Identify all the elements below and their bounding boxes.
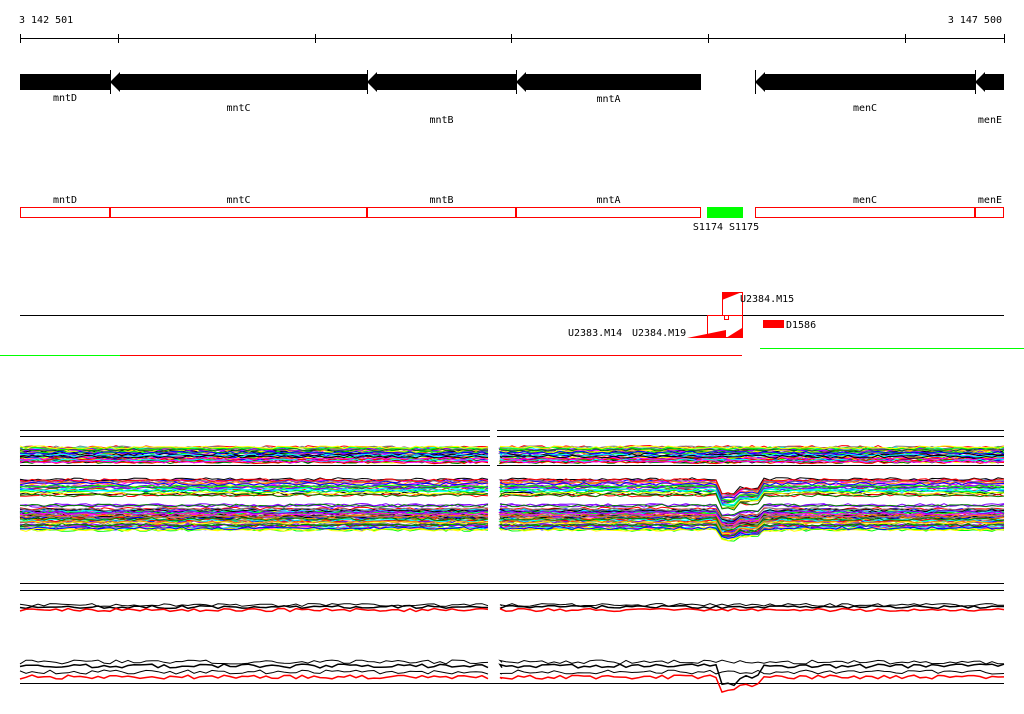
gene-track: mntD mntC mntB mntA menC menE [20, 70, 1004, 126]
expression-trace [19, 517, 1005, 531]
element-track: U2384.M15 U2383.M14 U2384.M19 D1586 [0, 292, 1024, 356]
expression-trace [19, 454, 1005, 459]
expression-trace [19, 445, 1005, 450]
expression-trace [19, 526, 1005, 539]
gene-box-mntC[interactable] [110, 207, 367, 218]
gene-box-label: mntC [226, 195, 250, 206]
expression-trace [19, 602, 1004, 608]
feature-track: S1174 S1175 [693, 207, 759, 233]
gene-box-mntD[interactable] [20, 207, 110, 218]
expression-trace [19, 481, 1005, 499]
start-coordinate: 3 142 501 [19, 15, 73, 26]
expression-trace [19, 522, 1005, 537]
expression-traces-panel [19, 430, 1005, 542]
gene-label: mntB [429, 115, 453, 126]
expression-trace [19, 507, 1005, 521]
element-label: U2384.M19 [632, 328, 686, 339]
gene-arrow-mntC[interactable] [110, 72, 367, 92]
gene-box-label: mntA [596, 195, 620, 206]
expression-trace [19, 523, 1005, 537]
expression-trace [19, 478, 1004, 496]
expression-trace [19, 460, 1005, 465]
element-label: D1586 [786, 320, 816, 331]
feature-label: S1174 [693, 222, 723, 233]
expression-trace [19, 493, 1005, 511]
expression-trace [19, 459, 1005, 464]
feature-label: S1175 [729, 222, 759, 233]
expression-trace [19, 450, 1005, 455]
expression-trace [19, 607, 1005, 613]
element-feature[interactable] [763, 320, 784, 328]
gene-label: mntA [596, 94, 620, 105]
element-label: U2383.M14 [568, 328, 622, 339]
gene-box-track: mntD mntC mntB mntA menC menE [20, 195, 1004, 218]
gene-box-menC[interactable] [755, 207, 975, 218]
gene-box-label: menC [853, 195, 877, 206]
expression-trace [19, 674, 1005, 694]
gene-box-menE[interactable] [975, 207, 1004, 218]
expression-trace [19, 659, 1004, 665]
gene-box-mntA[interactable] [516, 207, 701, 218]
gene-arrow-mntB[interactable] [367, 72, 516, 92]
coordinate-ruler: 3 142 501 3 147 500 [19, 15, 1005, 43]
gene-arrow-menC[interactable] [755, 72, 975, 92]
gene-label: mntD [53, 93, 77, 104]
expression-trace [19, 510, 1005, 524]
gene-box-label: mntB [429, 195, 453, 206]
gene-label: mntC [226, 103, 250, 114]
gene-box-label: mntD [53, 195, 77, 206]
end-coordinate: 3 147 500 [948, 15, 1002, 26]
expression-trace [19, 527, 1004, 542]
summary-traces-panel [19, 583, 1005, 694]
element-label: U2384.M15 [740, 294, 794, 305]
expression-trace [19, 487, 1005, 506]
segment-feature[interactable] [707, 207, 743, 218]
expression-trace [19, 527, 1005, 542]
expression-trace [19, 669, 1005, 675]
gene-arrow-menE[interactable] [975, 72, 1004, 92]
expression-trace [19, 663, 1005, 687]
gene-label: menE [978, 115, 1002, 126]
gene-arrow-mntD[interactable] [20, 74, 110, 90]
gene-box-label: menE [978, 195, 1002, 206]
expression-trace [19, 519, 1005, 534]
gene-box-mntB[interactable] [367, 207, 516, 218]
gene-arrow-mntA[interactable] [516, 72, 701, 92]
expression-trace [19, 511, 1005, 526]
gene-label: menC [853, 103, 877, 114]
